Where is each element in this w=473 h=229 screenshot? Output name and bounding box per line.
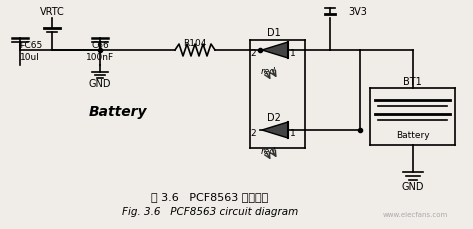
Text: GND: GND (89, 79, 111, 89)
Polygon shape (262, 122, 288, 138)
Text: GND: GND (401, 182, 424, 192)
Text: C66: C66 (91, 41, 109, 49)
Text: 1: 1 (290, 128, 296, 137)
Text: R104: R104 (184, 39, 207, 49)
Text: 图 3.6   PCF8563 电路设计: 图 3.6 PCF8563 电路设计 (151, 192, 269, 202)
Text: 3V3: 3V3 (348, 7, 367, 17)
Text: 2: 2 (250, 49, 256, 57)
Text: 2: 2 (250, 128, 256, 137)
Text: 10ul: 10ul (20, 52, 40, 62)
Text: red: red (261, 147, 275, 156)
Text: Battery: Battery (396, 131, 429, 139)
Text: www.elecfans.com: www.elecfans.com (382, 212, 447, 218)
Text: D1: D1 (267, 28, 281, 38)
Text: Battery: Battery (89, 105, 147, 119)
Text: +C65: +C65 (18, 41, 43, 49)
Polygon shape (262, 42, 288, 58)
Text: 1: 1 (290, 49, 296, 57)
Text: 100nF: 100nF (86, 52, 114, 62)
Text: Fig. 3.6   PCF8563 circuit diagram: Fig. 3.6 PCF8563 circuit diagram (122, 207, 298, 217)
Text: BT1: BT1 (403, 77, 422, 87)
Text: red: red (261, 68, 275, 76)
Text: VRTC: VRTC (40, 7, 64, 17)
Text: D2: D2 (267, 113, 281, 123)
